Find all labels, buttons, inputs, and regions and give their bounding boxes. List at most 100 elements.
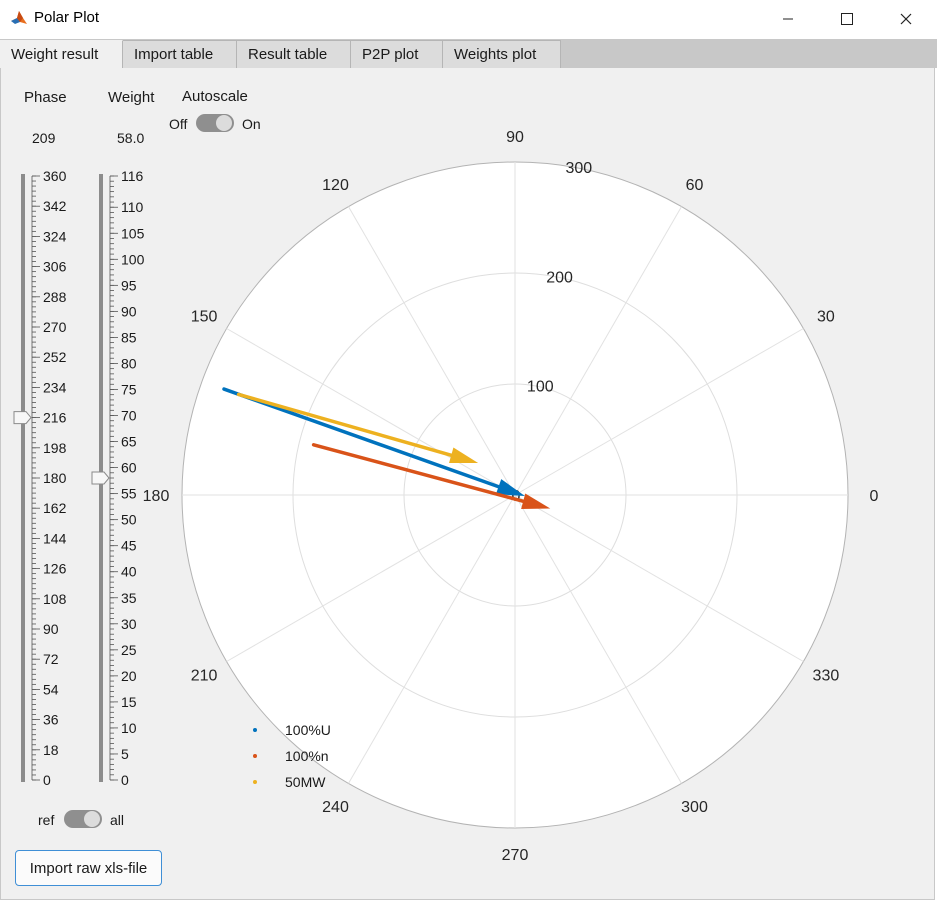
series-arrow-100%U <box>222 387 525 497</box>
weight-tick-label: 5 <box>121 746 129 762</box>
phase-value: 209 <box>32 130 56 146</box>
r-tick-label: 0 <box>512 488 521 505</box>
theta-tick-label: 270 <box>502 847 529 864</box>
tab-strip: Weight result Import table Result table … <box>0 39 937 68</box>
phase-tick-label: 72 <box>43 651 59 667</box>
phase-tick-label: 126 <box>43 561 67 577</box>
theta-tick-label: 120 <box>322 177 349 194</box>
phase-tick-label: 270 <box>43 319 67 335</box>
phase-tick-label: 90 <box>43 621 59 637</box>
weight-tick-label: 65 <box>121 434 137 450</box>
polar-legend[interactable]: 100%U 100%n 50MW <box>253 722 331 790</box>
phase-tick-label: 54 <box>43 681 59 697</box>
ref-all-switch[interactable] <box>64 810 102 828</box>
minimize-button[interactable] <box>759 0 817 38</box>
phase-tick-label: 0 <box>43 772 51 788</box>
weight-tick-label: 40 <box>121 564 137 580</box>
weight-tick-label: 15 <box>121 694 137 710</box>
polar-plot[interactable]: 0 30 60 90 120 150 180 210 240 270 300 330 0 100 200 30… <box>141 128 901 868</box>
polar-theta-gridline <box>348 494 516 784</box>
phase-tick-label: 288 <box>43 289 67 305</box>
autoscale-off-label: Off <box>169 116 188 132</box>
theta-tick-label: 210 <box>191 668 218 685</box>
matlab-icon <box>11 11 27 24</box>
weight-tick-label: 116 <box>121 168 144 184</box>
r-tick-label: 300 <box>565 160 592 177</box>
autoscale-label: Autoscale <box>182 88 248 105</box>
legend-marker <box>253 754 257 758</box>
weight-thumb[interactable] <box>91 471 110 485</box>
tab-p2p-plot[interactable]: P2P plot <box>351 40 443 68</box>
legend-label: 100%n <box>285 748 329 764</box>
all-label: all <box>110 812 125 828</box>
autoscale-on-label: On <box>242 116 261 132</box>
weight-tick-label: 30 <box>121 616 137 632</box>
theta-tick-label: 60 <box>686 177 704 194</box>
weight-tick-label: 95 <box>121 277 137 293</box>
phase-tick-label: 234 <box>43 379 67 395</box>
maximize-icon <box>841 13 853 25</box>
phase-tick-label: 360 <box>43 168 67 184</box>
weight-tick-label: 0 <box>121 772 129 788</box>
legend-label: 50MW <box>285 774 326 790</box>
weight-tick-label: 60 <box>121 460 137 476</box>
phase-thumb[interactable] <box>13 411 32 425</box>
weight-tick-label: 25 <box>121 642 137 658</box>
ref-label: ref <box>38 812 55 828</box>
polar-theta-gridline <box>514 328 804 496</box>
maximize-button[interactable] <box>818 0 876 38</box>
theta-tick-label: 330 <box>813 668 840 685</box>
minimize-icon <box>783 18 793 20</box>
autoscale-switch-knob <box>216 115 232 131</box>
tab-weight-result[interactable]: Weight result <box>0 40 123 68</box>
weight-result-panel: Phase Weight Autoscale Off On 209 58.0 3… <box>0 68 935 900</box>
close-button[interactable] <box>877 0 935 38</box>
weight-tick-label: 10 <box>121 720 137 736</box>
weight-tick-label: 35 <box>121 590 137 606</box>
theta-tick-label: 240 <box>322 799 349 816</box>
phase-slider[interactable]: 3603423243062882702522342161981801621441… <box>13 166 85 792</box>
autoscale-switch[interactable] <box>196 114 234 132</box>
legend-label: 100%U <box>285 722 331 738</box>
weight-tick-label: 105 <box>121 225 145 241</box>
polar-theta-gridline <box>348 206 516 496</box>
weight-value: 58.0 <box>117 130 145 146</box>
tab-import-table[interactable]: Import table <box>123 40 237 68</box>
series-line <box>311 443 527 504</box>
tab-weights-plot[interactable]: Weights plot <box>443 40 561 68</box>
title-bar: Polar Plot <box>0 0 937 38</box>
phase-tick-label: 108 <box>43 591 67 607</box>
weight-tick-label: 110 <box>121 199 144 215</box>
weight-slider[interactable]: 1161101051009590858075706560555045403530… <box>91 166 163 792</box>
phase-tick-label: 324 <box>43 228 67 244</box>
series-arrow-50MW <box>236 392 479 463</box>
series-line <box>222 387 503 490</box>
weight-tick-label: 85 <box>121 329 137 345</box>
weight-tick-label: 100 <box>121 251 145 267</box>
weight-label: Weight <box>108 89 155 106</box>
series-line <box>236 392 455 458</box>
theta-tick-label: 30 <box>817 309 835 326</box>
theta-tick-label: 0 <box>870 488 879 505</box>
polar-series <box>222 387 551 509</box>
series-arrowhead <box>449 447 479 463</box>
import-xls-button[interactable]: Import raw xls-file <box>15 850 162 886</box>
weight-tick-label: 90 <box>121 303 137 319</box>
tab-result-table[interactable]: Result table <box>237 40 351 68</box>
polar-theta-gridline <box>226 494 516 662</box>
phase-tick-label: 216 <box>43 410 67 426</box>
phase-label: Phase <box>24 89 67 106</box>
ref-all-switch-knob <box>84 811 100 827</box>
weight-tick-label: 50 <box>121 512 137 528</box>
phase-tick-label: 144 <box>43 530 67 546</box>
weight-tick-label: 55 <box>121 486 137 502</box>
weight-tick-label: 45 <box>121 538 137 554</box>
theta-tick-label: 150 <box>191 309 218 326</box>
close-icon <box>900 13 912 25</box>
polar-theta-gridline <box>514 494 682 784</box>
theta-tick-label: 300 <box>681 799 708 816</box>
polar-theta-gridline <box>226 328 516 496</box>
theta-tick-label: 90 <box>506 129 524 146</box>
phase-track[interactable] <box>21 174 25 782</box>
phase-tick-label: 18 <box>43 742 59 758</box>
